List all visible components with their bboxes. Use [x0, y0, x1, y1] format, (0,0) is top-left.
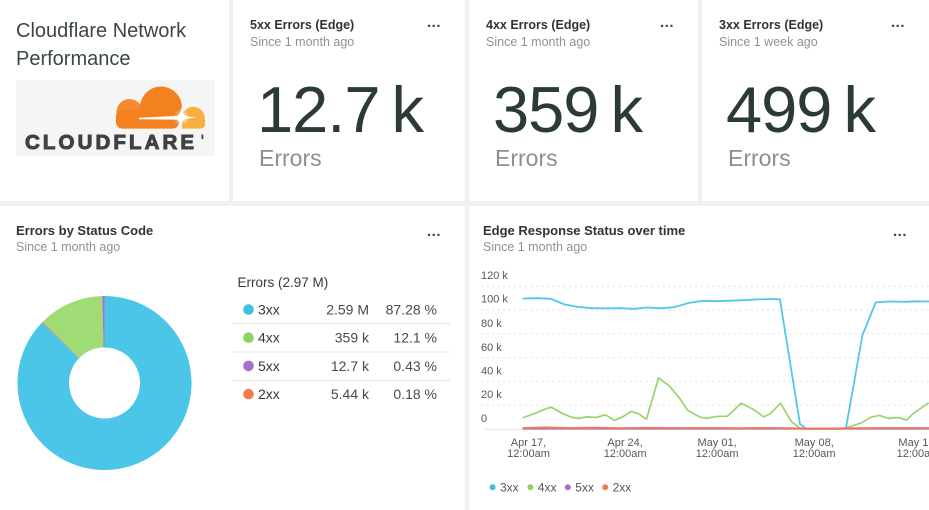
svg-text:2.59 M: 2.59 M	[326, 302, 369, 318]
svg-text:Apr 24,: Apr 24,	[607, 437, 642, 449]
svg-text:Errors (2.97 M): Errors (2.97 M)	[238, 275, 329, 290]
svg-text:4xx: 4xx	[258, 330, 280, 346]
svg-text:5.44 k: 5.44 k	[331, 386, 370, 402]
svg-text:3xx: 3xx	[500, 481, 519, 495]
svg-text:2xx: 2xx	[613, 481, 632, 495]
svg-text:40 k: 40 k	[481, 366, 502, 378]
svg-text:12.7 k: 12.7 k	[331, 358, 370, 374]
svg-text:12:00am: 12:00am	[897, 448, 929, 460]
svg-text:5xx: 5xx	[575, 481, 594, 495]
svg-text:May 15,: May 15,	[898, 437, 929, 449]
svg-text:CLOUDFLARE: CLOUDFLARE	[25, 131, 197, 154]
svg-text:87.28 %: 87.28 %	[386, 302, 437, 318]
svg-text:May 08,: May 08,	[795, 437, 834, 449]
svg-text:0: 0	[481, 413, 487, 425]
svg-text:May 01,: May 01,	[698, 437, 737, 449]
svg-text:5xx: 5xx	[258, 358, 280, 374]
svg-text:100 k: 100 k	[481, 294, 508, 306]
svg-text:359 k: 359 k	[335, 330, 370, 346]
svg-text:0.18 %: 0.18 %	[393, 386, 437, 402]
svg-text:80 k: 80 k	[481, 318, 502, 330]
svg-text:4xx: 4xx	[538, 481, 557, 495]
svg-text:Apr 17,: Apr 17,	[511, 437, 546, 449]
svg-text:3xx: 3xx	[258, 302, 280, 318]
svg-text:12:00am: 12:00am	[507, 448, 550, 460]
svg-text:60 k: 60 k	[481, 342, 502, 354]
svg-text:12.1 %: 12.1 %	[393, 330, 437, 346]
svg-text:120 k: 120 k	[481, 270, 508, 282]
svg-text:12:00am: 12:00am	[604, 448, 647, 460]
svg-text:12:00am: 12:00am	[793, 448, 836, 460]
svg-text:2xx: 2xx	[258, 386, 280, 402]
svg-text:20 k: 20 k	[481, 389, 502, 401]
svg-text:12:00am: 12:00am	[696, 448, 739, 460]
svg-text:0.43 %: 0.43 %	[393, 358, 437, 374]
